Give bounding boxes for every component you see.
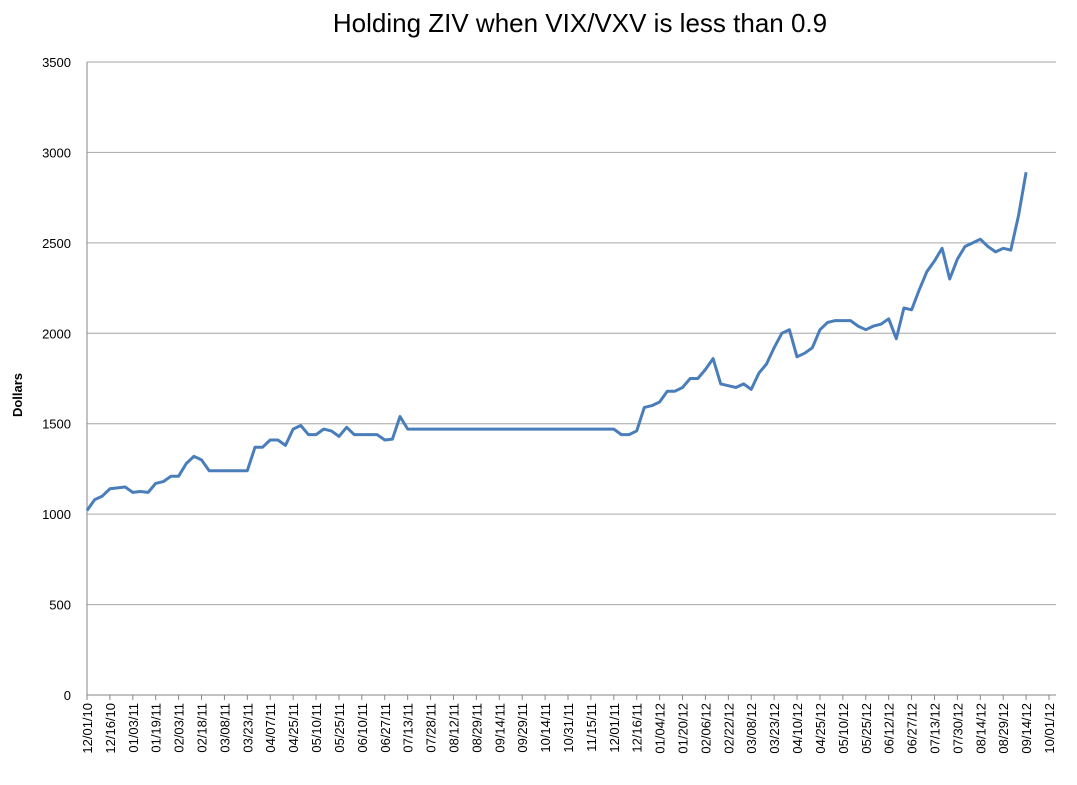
x-tick-label: 06/12/12 <box>882 703 897 754</box>
y-tick-label: 1500 <box>42 417 71 432</box>
y-axis-label: Dollars <box>10 373 25 417</box>
x-tick-label: 06/27/12 <box>905 703 920 754</box>
x-tick-label: 01/20/12 <box>676 703 691 754</box>
x-tick-label: 04/25/12 <box>813 703 828 754</box>
x-tick-label: 07/13/12 <box>927 703 942 754</box>
x-tick-label: 10/01/12 <box>1042 703 1057 754</box>
x-tick-label: 09/14/11 <box>492 703 507 753</box>
y-tick-label: 0 <box>64 688 71 703</box>
x-tick-label: 01/03/11 <box>126 703 141 753</box>
x-tick-label: 08/29/11 <box>469 703 484 753</box>
x-tick-label: 07/30/12 <box>950 703 965 754</box>
y-tick-label: 3500 <box>42 55 71 70</box>
x-tick-label: 09/29/11 <box>515 703 530 753</box>
x-tick-label: 02/18/11 <box>195 703 210 753</box>
x-tick-label: 03/23/11 <box>240 703 255 753</box>
x-tick-label: 08/14/12 <box>973 703 988 754</box>
chart-title: Holding ZIV when VIX/VXV is less than 0.… <box>333 8 827 38</box>
x-tick-label: 07/28/11 <box>424 703 439 753</box>
x-tick-label: 05/25/11 <box>332 703 347 753</box>
x-tick-label: 12/01/10 <box>80 703 95 754</box>
x-tick-label: 03/08/12 <box>744 703 759 754</box>
x-tick-label: 02/03/11 <box>172 703 187 753</box>
x-tick-label: 05/10/11 <box>309 703 324 753</box>
x-tick-label: 03/08/11 <box>217 703 232 753</box>
x-tick-label: 10/14/11 <box>538 703 553 753</box>
x-tick-label: 04/07/11 <box>263 703 278 753</box>
x-tick-label: 02/06/12 <box>698 703 713 754</box>
x-tick-label: 05/10/12 <box>836 703 851 754</box>
data-line <box>85 172 1028 512</box>
x-tick-label: 08/29/12 <box>996 703 1011 754</box>
x-tick-label: 06/10/11 <box>355 703 370 753</box>
x-tick-label: 01/04/12 <box>653 703 668 754</box>
x-tick-label: 07/13/11 <box>401 703 416 753</box>
y-tick-label: 3000 <box>42 145 71 160</box>
x-tick-label: 04/25/11 <box>286 703 301 753</box>
x-tick-label: 06/27/11 <box>378 703 393 753</box>
x-tick-label: 02/22/12 <box>721 703 736 754</box>
x-tick-label: 09/14/12 <box>1019 703 1034 754</box>
x-tick-label: 12/16/11 <box>630 703 645 753</box>
x-tick-label: 04/10/12 <box>790 703 805 754</box>
x-tick-label: 12/01/11 <box>607 703 622 753</box>
y-tick-label: 2500 <box>42 236 71 251</box>
x-tick-label: 08/12/11 <box>446 703 461 753</box>
y-tick-label: 1000 <box>42 507 71 522</box>
x-tick-label: 05/25/12 <box>859 703 874 754</box>
x-tick-label: 10/31/11 <box>561 703 576 753</box>
x-tick-label: 11/15/11 <box>584 703 599 752</box>
x-tick-label: 03/23/12 <box>767 703 782 754</box>
y-tick-label: 500 <box>49 598 71 613</box>
y-tick-label: 2000 <box>42 326 71 341</box>
x-tick-label: 12/16/10 <box>103 703 118 754</box>
x-tick-label: 01/19/11 <box>149 703 164 753</box>
